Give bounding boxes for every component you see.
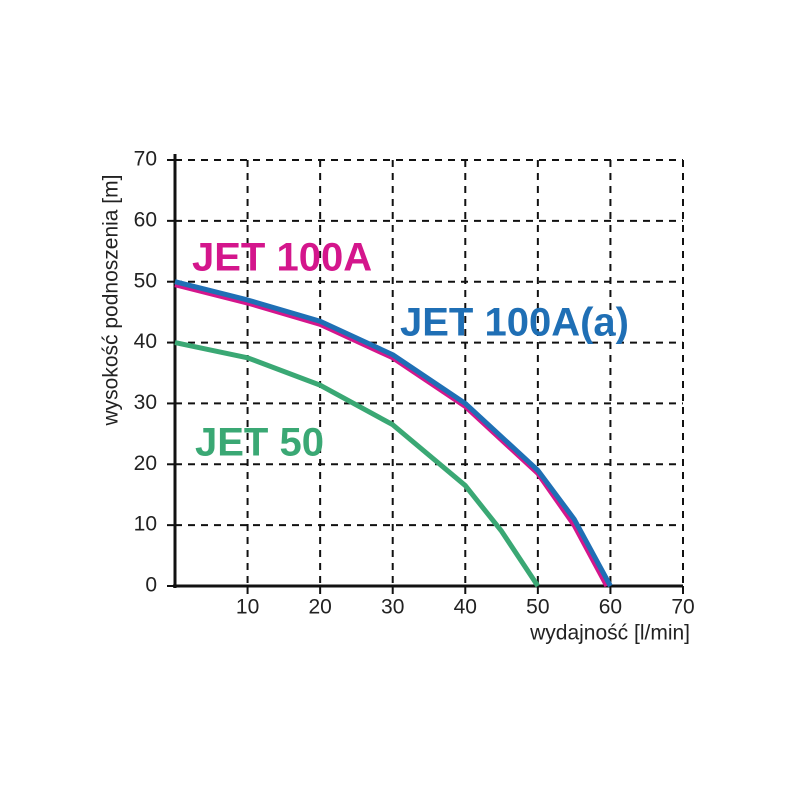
y-tick-label: 0 <box>145 574 157 597</box>
x-tick-label: 70 <box>671 596 694 619</box>
y-tick-label: 60 <box>134 208 157 231</box>
line <box>174 340 540 588</box>
y-axis-label: wysokość podnoszenia [m] <box>100 175 123 427</box>
y-tick-label: 50 <box>134 269 157 292</box>
y-tick-label: 20 <box>134 452 157 475</box>
x-tick-label: 50 <box>526 596 549 619</box>
y-tick-label: 10 <box>134 513 157 536</box>
series-label: JET 100A(a) <box>400 301 629 345</box>
series-label: JET 100A <box>192 236 372 280</box>
x-tick-label: 40 <box>454 596 477 619</box>
line <box>174 279 613 588</box>
x-tick-label: 10 <box>236 596 259 619</box>
y-tick-label: 40 <box>134 330 157 353</box>
x-tick-label: 30 <box>381 596 404 619</box>
x-tick-label: 60 <box>599 596 622 619</box>
x-tick-label: 20 <box>308 596 331 619</box>
series-label: JET 50 <box>195 421 324 465</box>
y-tick-label: 70 <box>134 148 157 171</box>
line <box>174 282 610 588</box>
y-tick-label: 30 <box>134 391 157 414</box>
x-axis-label: wydajność [l/min] <box>529 622 690 645</box>
